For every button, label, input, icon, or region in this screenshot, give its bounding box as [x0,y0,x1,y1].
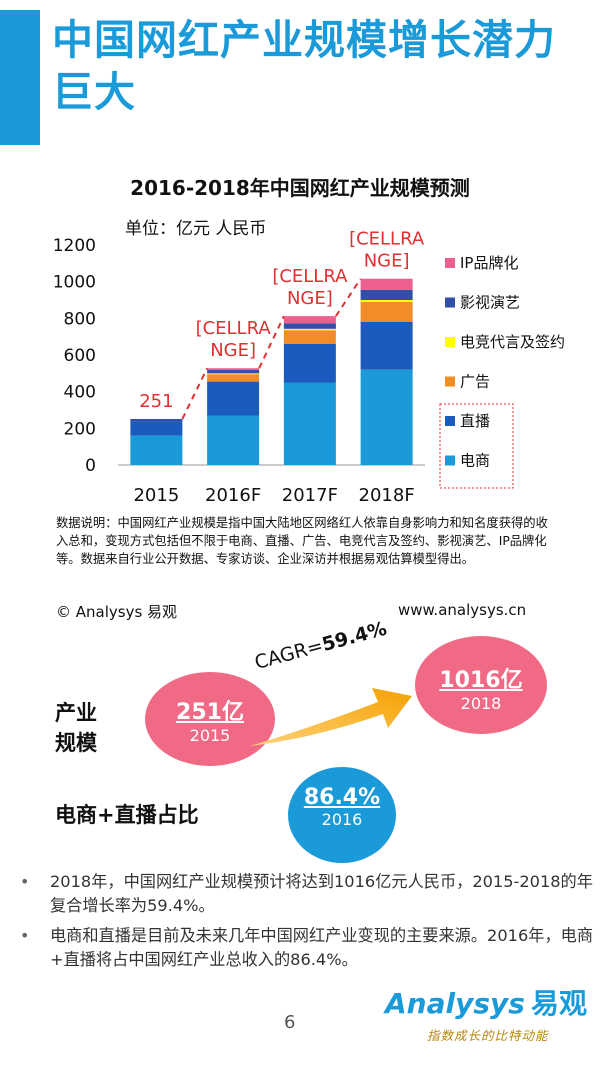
stacked-bar-chart: 0 200 400 600 800 1000 1200 2015 251 2016F [CELLRA… [53,229,565,506]
page-number: 6 [284,1012,296,1033]
logo-brand: Analysys [385,987,525,1020]
legend-label: 广告 [460,373,490,391]
bar-segment [130,421,183,436]
bar-total-label: [CELLRA [349,229,425,250]
legend-label: 直播 [460,412,490,430]
bar-segment [360,369,413,465]
legend-swatch [445,337,455,347]
bar-segment [360,300,413,302]
y-tick-label: 200 [64,419,96,439]
y-tick-label: 0 [85,456,96,476]
logo-slogan: 指数成长的比特动能 [427,1028,549,1043]
legend-swatch [445,297,455,308]
legend-label: IP品牌化 [460,254,518,272]
legend-label: 电竞代言及签约 [460,333,565,351]
trend-connector-line [181,367,209,420]
bullet-text: 2018年，中国网红产业规模预计将达到1016亿元人民币，2015-2018的年… [50,872,593,915]
bullet-dot-icon: • [20,872,30,891]
bar-total-label: NGE] [287,288,333,309]
trend-connector-line [258,315,285,369]
bullet-text: 电商和直播是目前及未来几年中国网红产业变现的主要来源。2016年，电商+直播将占… [50,926,594,969]
x-tick-label: 2017F [282,485,338,506]
page-title: 中国网红产业规模增长潜力巨大 [52,16,556,116]
bar-total-label: NGE] [364,251,410,272]
bar-segment [360,289,413,300]
website-link[interactable]: www.analysys.cn [398,601,527,619]
bar-segment [283,316,336,324]
bar-segment [360,322,413,370]
bullet-item: • 电商和直播是目前及未来几年中国网红产业变现的主要来源。2016年，电商+直播将… [20,924,595,972]
bar-segment [207,415,260,465]
circle-2018-value: 1016亿 [439,668,523,693]
bar-segment [207,370,260,374]
legend-label: 影视演艺 [460,294,520,312]
legend-swatch [445,416,455,426]
chart-title: 2016-2018年中国网红产业规模预测 [130,176,470,200]
bar-segment [360,278,413,290]
circle-2015-value: 251亿 [176,700,244,725]
legend-highlight-box [439,403,514,489]
legend-swatch [445,455,455,466]
circle-2016: 86.4% 2016 [288,767,396,863]
cagr-prefix: CAGR= [252,634,326,674]
y-tick-label: 1000 [53,273,96,293]
bar-total-label: NGE] [210,340,256,361]
circle-2015: 251亿 2015 [145,672,275,766]
x-tick-label: 2018F [359,485,415,506]
bar-segment [130,418,183,422]
y-tick-label: 1200 [53,236,96,256]
circle-2016-year: 2016 [321,810,363,829]
legend-swatch [445,258,455,268]
chart-unit-label: 单位：亿元 人民币 [125,219,267,239]
circle-2018-year: 2018 [460,694,502,713]
bar-segment [207,373,260,375]
industry-label-line-2: 规模 [55,731,97,755]
y-tick-label: 600 [64,346,96,366]
logo-brand-cn: 易观 [530,987,587,1020]
bar-segment [283,323,336,329]
title-accent-bar [0,10,40,145]
trend-connector-line [335,278,362,317]
industry-label-line-1: 产业 [55,701,97,725]
bar-segment [360,301,413,322]
bullet-dot-icon: • [20,926,30,945]
circle-2016-value: 86.4% [303,785,381,810]
ratio-label: 电商+直播占比 [55,803,199,827]
cagr-value: 59.4% [319,617,390,656]
bar-total-label: [CELLRA [196,318,272,339]
growth-arrow-icon [250,688,412,746]
bar-segment [283,344,336,383]
bar-segment [207,374,260,382]
bar-segment [283,382,336,465]
bar-segment [283,328,336,331]
copyright-text: © Analysys 易观 [56,603,178,621]
bullet-item: • 2018年，中国网红产业规模预计将达到1016亿元人民币，2015-2018的… [20,870,595,918]
y-tick-label: 800 [64,309,96,329]
bar-segment [207,381,260,416]
data-note: 数据说明：中国网红产业规模是指中国大陆地区网络红人依靠自身影响力和知名度获得的收… [56,516,548,566]
bar-segment [130,435,183,465]
circle-2015-year: 2015 [189,726,231,745]
legend-swatch [445,376,455,387]
bar-total-label: 251 [139,391,173,412]
circle-2018: 1016亿 2018 [415,636,547,734]
legend-label: 电商 [460,452,490,470]
bar-segment [207,368,260,371]
x-tick-label: 2016F [205,485,261,506]
bar-total-label: [CELLRA [272,266,348,287]
x-tick-label: 2015 [133,485,179,506]
bar-segment [283,330,336,344]
cagr-text: CAGR=59.4% [252,618,389,674]
bullet-list: • 2018年，中国网红产业规模预计将达到1016亿元人民币，2015-2018的… [20,870,595,978]
industry-scale-label: 产业 规模 [55,698,97,758]
y-tick-label: 400 [64,383,96,403]
analysys-logo: Analysys 易观 [385,982,587,1022]
